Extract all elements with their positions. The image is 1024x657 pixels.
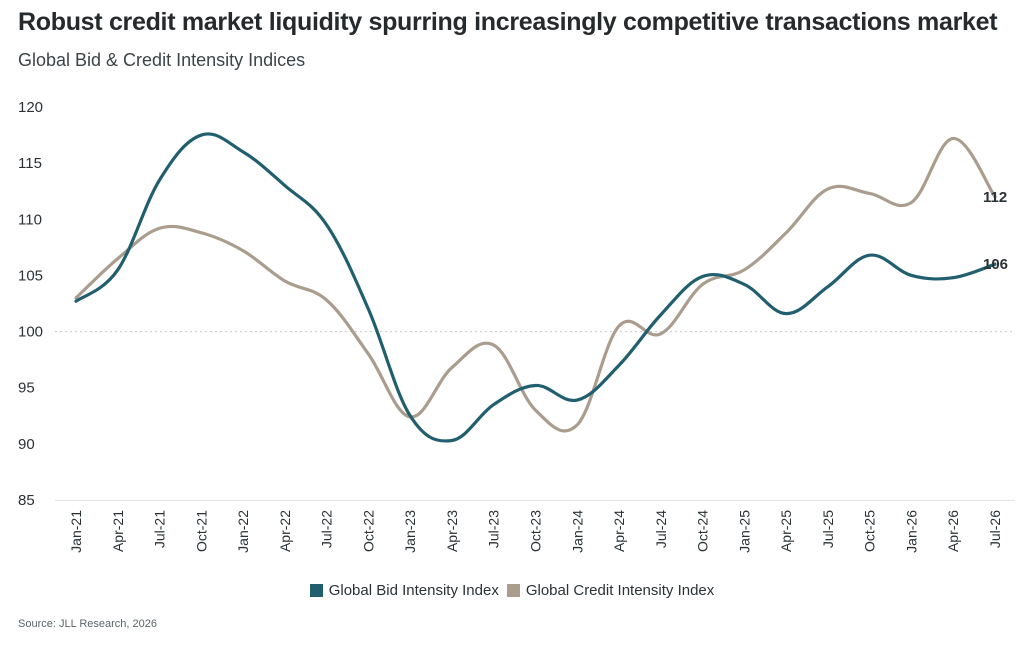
x-tick-label: Jan-21 xyxy=(68,510,84,553)
source-note: Source: JLL Research, 2026 xyxy=(18,618,158,630)
x-tick-label: Oct-24 xyxy=(695,510,711,552)
chart-title: Robust credit market liquidity spurring … xyxy=(18,8,998,36)
x-tick-label: Jan-23 xyxy=(402,510,418,553)
legend: Global Bid Intensity Index Global Credit… xyxy=(0,582,1024,599)
legend-item-credit[interactable]: Global Credit Intensity Index xyxy=(506,582,715,599)
x-tick-label: Jan-24 xyxy=(569,510,585,553)
x-tick-label: Jul-23 xyxy=(486,510,502,548)
legend-item-bid[interactable]: Global Bid Intensity Index xyxy=(309,582,499,599)
x-tick-label: Jul-25 xyxy=(820,510,836,548)
y-tick-label: 90 xyxy=(18,436,35,453)
x-tick-label: Jul-24 xyxy=(653,510,669,548)
end-label-bid: 106 xyxy=(983,256,1008,273)
y-tick-label: 120 xyxy=(18,99,43,116)
y-tick-label: 85 xyxy=(18,492,35,509)
x-tick-label: Oct-25 xyxy=(862,510,878,552)
chart-subtitle: Global Bid & Credit Intensity Indices xyxy=(18,50,306,70)
y-tick-label: 105 xyxy=(18,267,43,284)
series-line-credit xyxy=(74,136,997,433)
x-tick-label: Apr-25 xyxy=(778,510,794,552)
legend-swatch-bid xyxy=(309,584,323,597)
y-tick-label: 95 xyxy=(18,380,35,397)
x-tick-label: Jan-25 xyxy=(736,510,752,553)
x-tick-label: Apr-22 xyxy=(277,510,293,552)
x-tick-label: Oct-21 xyxy=(193,510,209,552)
end-label-credit: 112 xyxy=(983,189,1007,206)
x-axis: Jan-21 Apr-21 Jul-21 Oct-21 Jan-22 Apr-22 Jul-… xyxy=(68,510,1003,553)
y-tick-label: 100 xyxy=(18,324,43,341)
end-labels: 106 112 xyxy=(983,189,1008,273)
legend-label-credit: Global Credit Intensity Index xyxy=(525,582,715,599)
legend-label-bid: Global Bid Intensity Index xyxy=(328,582,499,599)
x-tick-label: Jul-26 xyxy=(987,510,1003,548)
y-axis: 85 90 95 100 105 110 115 120 xyxy=(18,99,1015,509)
x-tick-label: Jan-26 xyxy=(903,510,919,553)
x-tick-label: Apr-26 xyxy=(945,510,961,552)
x-tick-label: Apr-24 xyxy=(611,510,627,552)
y-tick-label: 115 xyxy=(18,155,42,172)
series-layer xyxy=(74,132,997,443)
legend-swatch-credit xyxy=(506,584,520,597)
x-tick-label: Jul-22 xyxy=(319,510,335,548)
series-line-bid xyxy=(74,132,997,443)
x-tick-label: Apr-21 xyxy=(110,510,126,552)
x-tick-label: Oct-23 xyxy=(528,510,544,552)
x-tick-label: Apr-23 xyxy=(444,510,460,552)
x-tick-label: Jul-21 xyxy=(152,510,168,548)
x-tick-label: Oct-22 xyxy=(360,510,376,552)
x-tick-label: Jan-22 xyxy=(235,510,251,553)
y-tick-label: 110 xyxy=(18,211,42,228)
line-chart: 85 90 95 100 105 110 115 120 Jan-21 Apr-21 Jul-21… xyxy=(18,99,1015,553)
